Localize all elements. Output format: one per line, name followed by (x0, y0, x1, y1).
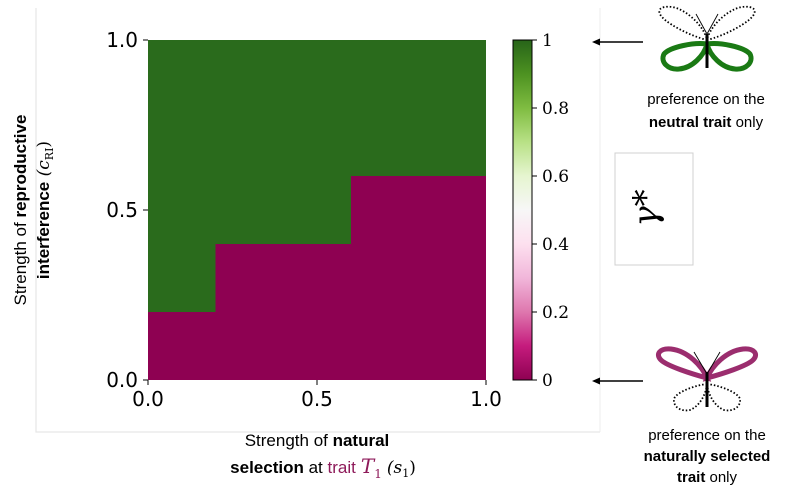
top-caption-bold: neutral trait (649, 114, 732, 131)
x-label-bold-2: selection (230, 458, 304, 477)
y-axis-label: Strength of reproductive interference (c… (11, 115, 56, 306)
panel-frame (35, 8, 600, 433)
arrow-left-icon (592, 377, 643, 385)
bottom-caption-line3: trait only (677, 469, 738, 486)
x-label-prefix: Strength of (245, 431, 333, 450)
colorbar-tick-label: 0.8 (542, 99, 569, 119)
y-tick-label: 1.0 (106, 28, 138, 52)
heatmap (148, 40, 486, 380)
x-label-param-sub: 1 (402, 467, 409, 480)
top-caption-rest: only (731, 114, 763, 131)
x-label-line1: Strength of natural (245, 431, 390, 450)
y-label-param: (c (34, 160, 54, 182)
y-label-bold: reproductive (11, 115, 30, 218)
x-label-mid: at (304, 458, 328, 477)
x-label-symbol: T (361, 454, 376, 478)
x-label-bold: natural (333, 431, 390, 450)
x-label-param: (s (387, 458, 403, 478)
colorbar-tick-label: 0.4 (542, 235, 569, 255)
x-label-symbol-sub: 1 (374, 467, 382, 481)
y-label-close: ) (34, 141, 54, 148)
bottom-caption-bold: trait (677, 469, 705, 486)
colorbar-tick-label: 0.6 (542, 167, 569, 187)
butterfly-magenta-icon (655, 346, 759, 412)
svg-text:interference (cRI): interference (cRI) (34, 141, 56, 279)
x-label-trait: trait (328, 458, 357, 477)
x-label-close: ) (409, 458, 416, 478)
y-label-param-sub: RI (43, 148, 56, 161)
top-caption-line2: neutral trait only (649, 114, 764, 131)
x-tick-label: 0.5 (301, 387, 333, 411)
svg-text:Strength of reproductive: Strength of reproductive (11, 115, 30, 306)
legend-symbol: γ* (626, 189, 666, 226)
x-tick-label: 1.0 (470, 387, 502, 411)
axis-ticks: 0.0 0.5 1.0 0.0 0.5 1.0 (106, 28, 502, 411)
y-tick-label: 0.0 (106, 368, 138, 392)
y-label-prefix: Strength of (11, 218, 30, 306)
top-caption-line1: preference on the (647, 91, 765, 108)
legend-box (614, 152, 694, 266)
colorbar-tick-label: 0.2 (542, 303, 569, 323)
colorbar-tick-label: 0 (542, 371, 553, 391)
arrow-left-icon (592, 38, 643, 46)
colorbar-tick-label: 1 (542, 31, 553, 51)
x-tick-label: 0.0 (132, 387, 164, 411)
colorbar (512, 39, 533, 381)
bottom-caption-rest: only (705, 469, 737, 486)
bottom-caption-line1: preference on the (648, 427, 766, 444)
region-gamma_equals_0 (148, 176, 486, 380)
butterfly-green-icon (658, 5, 756, 72)
bottom-caption-line2: naturally selected (644, 448, 771, 465)
x-label-line2: selection at trait T1 (s1) (230, 454, 416, 481)
y-label-bold-2: interference (34, 182, 53, 279)
colorbar-ticks: 0 0.2 0.4 0.6 0.8 1 (532, 31, 569, 391)
y-tick-label: 0.5 (106, 198, 138, 222)
